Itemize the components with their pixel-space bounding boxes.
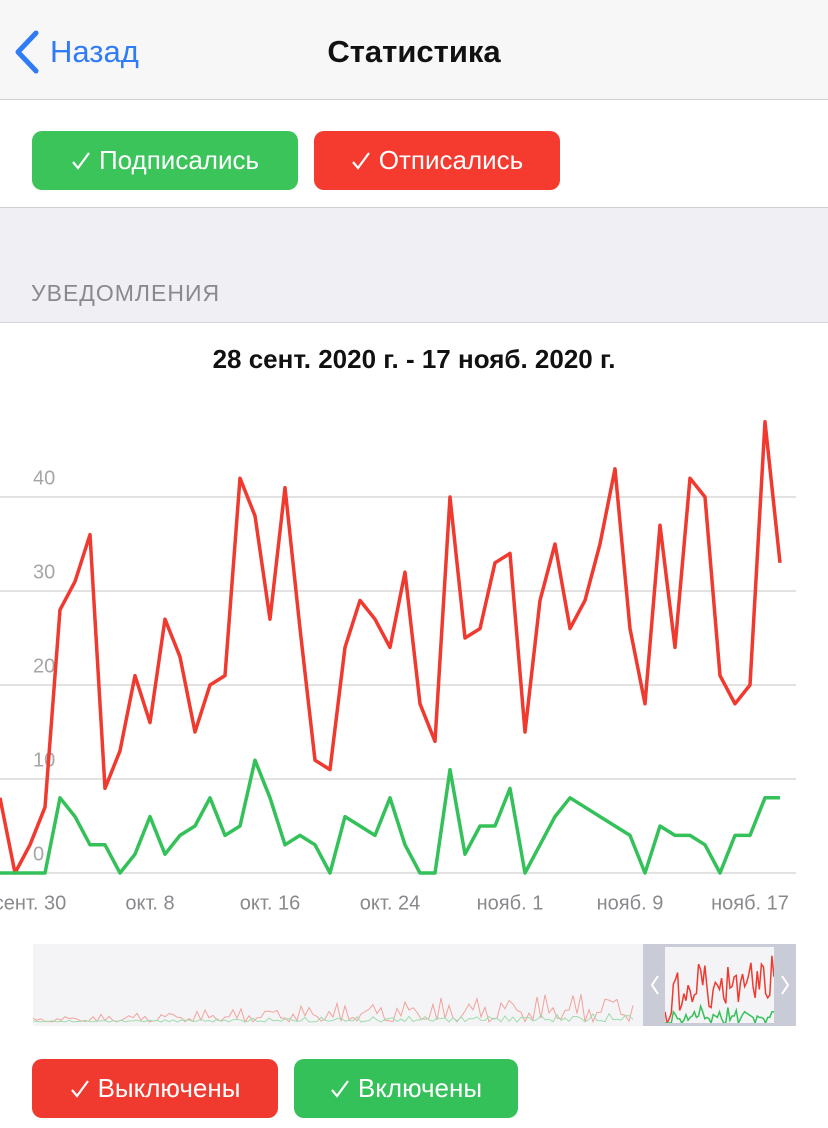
section-title: УВЕДОМЛЕНИЯ	[31, 280, 221, 306]
navigator-history	[32, 994, 634, 1024]
navigator-series-line	[665, 1003, 774, 1026]
chart-title: 28 сент. 2020 г. - 17 нояб. 2020 г.	[213, 344, 616, 374]
filter-label: Отписались	[378, 145, 524, 175]
x-tick-label: нояб. 9	[597, 892, 664, 914]
check-icon	[351, 151, 370, 170]
y-tick-label: 40	[33, 467, 55, 489]
legend-label: Включены	[357, 1073, 483, 1103]
legend-label: Выключены	[97, 1073, 241, 1103]
navigator-history-line	[32, 1012, 634, 1023]
back-label: Назад	[50, 34, 139, 69]
y-tick-label: 0	[33, 843, 44, 865]
navigator[interactable]	[33, 944, 796, 1026]
x-tick-label: окт. 16	[240, 892, 300, 914]
check-icon	[70, 1079, 89, 1098]
navigator-handle-right[interactable]	[781, 975, 790, 995]
navigator-window[interactable]	[643, 944, 796, 1026]
check-icon	[331, 1079, 349, 1098]
x-tick-label: окт. 8	[125, 892, 174, 914]
navigator-window-content	[664, 955, 775, 1026]
filter-label: Подписались	[98, 145, 260, 175]
x-tick-label: нояб. 17	[711, 892, 789, 914]
y-tick-label: 30	[33, 561, 55, 583]
filter-bar: Подписались Отписались	[0, 100, 828, 208]
x-tick-label: сент. 30	[0, 892, 66, 914]
chart: 28 сент. 2020 г. - 17 нояб. 2020 г. 0 10 2…	[0, 344, 796, 1026]
legend-button[interactable]: Выключены	[32, 1059, 278, 1118]
navigator-series-line	[664, 955, 775, 1026]
nav-title: Статистика	[327, 34, 501, 69]
y-tick-label: 20	[33, 655, 55, 677]
series-line	[0, 420, 782, 875]
y-tick-label: 10	[33, 749, 55, 771]
x-tick-label: окт. 24	[360, 892, 420, 914]
legend-button[interactable]: Включены	[294, 1059, 518, 1118]
series-line	[0, 758, 780, 875]
check-icon	[72, 151, 90, 170]
filter-button[interactable]: Подписались	[32, 131, 298, 190]
back-chevron	[15, 30, 39, 74]
filter-button[interactable]: Отписались	[314, 131, 560, 190]
x-tick-label: нояб. 1	[477, 892, 544, 914]
navigator-handle-left[interactable]	[650, 975, 659, 995]
navigator-history-line	[32, 994, 634, 1024]
nav-bar: Назад Статистика	[0, 0, 828, 100]
section-header: УВЕДОМЛЕНИЯ	[0, 208, 828, 323]
back-button[interactable]: Назад	[14, 30, 139, 74]
